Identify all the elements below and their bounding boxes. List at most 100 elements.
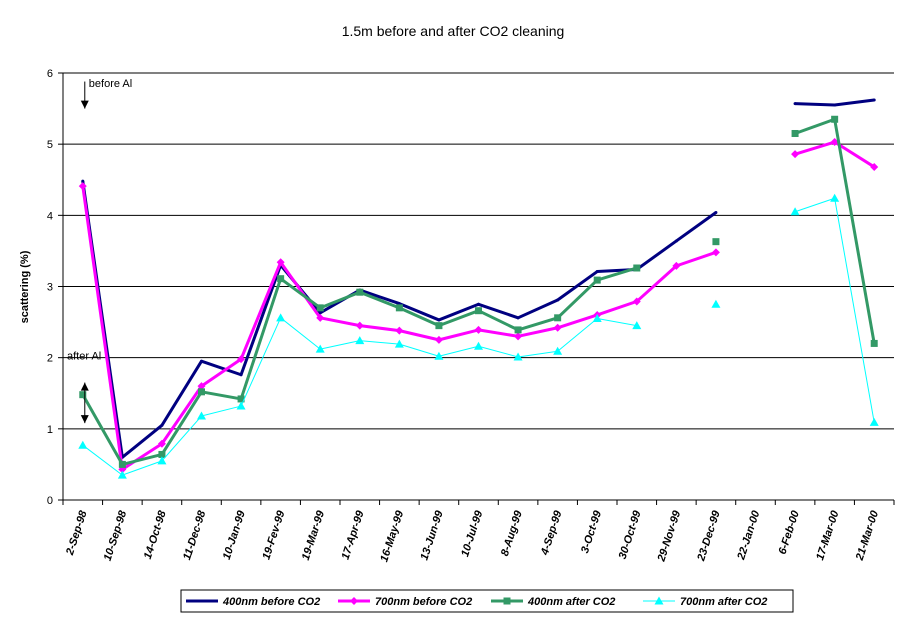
data-point bbox=[158, 450, 166, 458]
data-point bbox=[712, 238, 720, 246]
data-point bbox=[516, 316, 520, 320]
arrow-head-icon bbox=[80, 382, 89, 391]
data-point bbox=[198, 388, 205, 396]
data-point bbox=[672, 261, 681, 270]
data-point bbox=[236, 401, 246, 410]
data-point bbox=[78, 440, 88, 449]
data-point bbox=[513, 352, 523, 361]
data-point bbox=[434, 335, 443, 344]
data-point bbox=[553, 323, 562, 332]
data-point bbox=[474, 341, 483, 350]
chart-title: 1.5m before and after CO2 cleaning bbox=[342, 23, 565, 39]
data-point bbox=[790, 207, 800, 216]
series-group bbox=[78, 98, 879, 479]
data-point bbox=[318, 311, 322, 315]
series-1 bbox=[81, 98, 876, 459]
series-3 bbox=[79, 115, 878, 468]
legend-label: 700nm after CO2 bbox=[680, 596, 767, 608]
legend-box bbox=[180, 589, 794, 613]
data-point bbox=[474, 325, 483, 334]
annotations: before Al after Al bbox=[67, 78, 132, 424]
data-point bbox=[632, 297, 641, 306]
x-tick-label: 4-Sep-99 bbox=[539, 508, 565, 557]
data-point bbox=[595, 270, 599, 274]
legend: 400nm before CO2 700nm before CO2 400nm af… bbox=[180, 589, 794, 613]
data-point bbox=[514, 332, 523, 341]
data-point bbox=[355, 321, 364, 330]
x-tick-label: 16-May-99 bbox=[378, 508, 406, 563]
data-point bbox=[316, 304, 324, 312]
series-line bbox=[794, 197, 875, 423]
data-point bbox=[395, 326, 404, 335]
data-point bbox=[434, 351, 444, 360]
legend-item-1: 400nm before CO2 bbox=[186, 596, 320, 608]
data-point bbox=[237, 355, 246, 364]
data-point bbox=[553, 346, 563, 355]
legend-item-3: 400nm after CO2 bbox=[491, 596, 615, 608]
y-axis-label: scattering (%) bbox=[19, 250, 31, 323]
x-tick-label: 8-Aug-99 bbox=[499, 508, 525, 557]
x-tick-label: 14-Oct-98 bbox=[142, 508, 169, 560]
data-point bbox=[830, 193, 840, 202]
data-point bbox=[654, 596, 664, 605]
data-point bbox=[160, 423, 164, 427]
data-point bbox=[592, 314, 602, 323]
annotation-label: after Al bbox=[67, 351, 101, 363]
legend-item-4: 700nm after CO2 bbox=[643, 596, 767, 608]
y-tick-label: 2 bbox=[47, 353, 53, 365]
data-point bbox=[237, 395, 245, 403]
data-point bbox=[870, 162, 879, 171]
data-point bbox=[239, 373, 243, 377]
data-point bbox=[830, 138, 839, 147]
data-point bbox=[872, 98, 876, 102]
arrow-head-icon bbox=[80, 100, 89, 109]
x-tick-label: 19-Mar-99 bbox=[300, 508, 328, 561]
data-point bbox=[437, 318, 441, 322]
data-point bbox=[356, 288, 364, 296]
x-tick-label: 11-Dec-98 bbox=[181, 508, 208, 561]
data-point bbox=[197, 382, 206, 391]
legend-item-2: 700nm before CO2 bbox=[338, 596, 472, 608]
y-axis-ticks: 0 1 2 3 4 5 6 bbox=[47, 68, 63, 507]
data-point bbox=[316, 313, 325, 322]
data-point bbox=[593, 276, 601, 284]
data-point bbox=[157, 439, 166, 448]
data-point bbox=[869, 417, 879, 426]
arrow-head-icon bbox=[80, 415, 89, 424]
data-point bbox=[475, 307, 482, 315]
data-point bbox=[277, 275, 285, 283]
data-point bbox=[674, 239, 678, 243]
series-line bbox=[81, 266, 638, 466]
legend-label: 400nm after CO2 bbox=[527, 596, 615, 608]
series-line bbox=[81, 180, 717, 459]
x-tick-label: 30-Oct-99 bbox=[617, 508, 644, 560]
y-tick-label: 1 bbox=[47, 424, 53, 436]
data-point bbox=[81, 179, 85, 183]
x-tick-label: 17-Apr-99 bbox=[340, 508, 367, 561]
data-point bbox=[870, 339, 878, 347]
x-tick-label: 3-Oct-99 bbox=[579, 508, 604, 554]
data-point bbox=[477, 302, 480, 306]
data-point bbox=[554, 314, 562, 322]
grid bbox=[62, 72, 894, 501]
data-point bbox=[793, 102, 797, 106]
data-point bbox=[200, 359, 203, 363]
data-point bbox=[78, 182, 87, 191]
data-point bbox=[276, 313, 286, 322]
data-point bbox=[197, 411, 206, 420]
data-point bbox=[632, 321, 642, 330]
data-point bbox=[117, 470, 127, 479]
y-tick-label: 5 bbox=[47, 139, 53, 151]
x-tick-label: 2-Sep-98 bbox=[64, 508, 90, 557]
data-point bbox=[791, 129, 799, 137]
x-tick-label: 10-Jan-99 bbox=[221, 508, 248, 561]
legend-label: 400nm before CO2 bbox=[222, 596, 320, 608]
x-tick-label: 21-Mar-00 bbox=[853, 508, 881, 562]
x-tick-label: 13-Jun-99 bbox=[418, 508, 446, 561]
data-point bbox=[79, 391, 87, 399]
x-tick-label: 10-Sep-98 bbox=[102, 508, 130, 562]
x-tick-label: 29-Nov-99 bbox=[655, 508, 683, 564]
y-tick-label: 0 bbox=[47, 495, 53, 507]
data-point bbox=[157, 456, 167, 465]
